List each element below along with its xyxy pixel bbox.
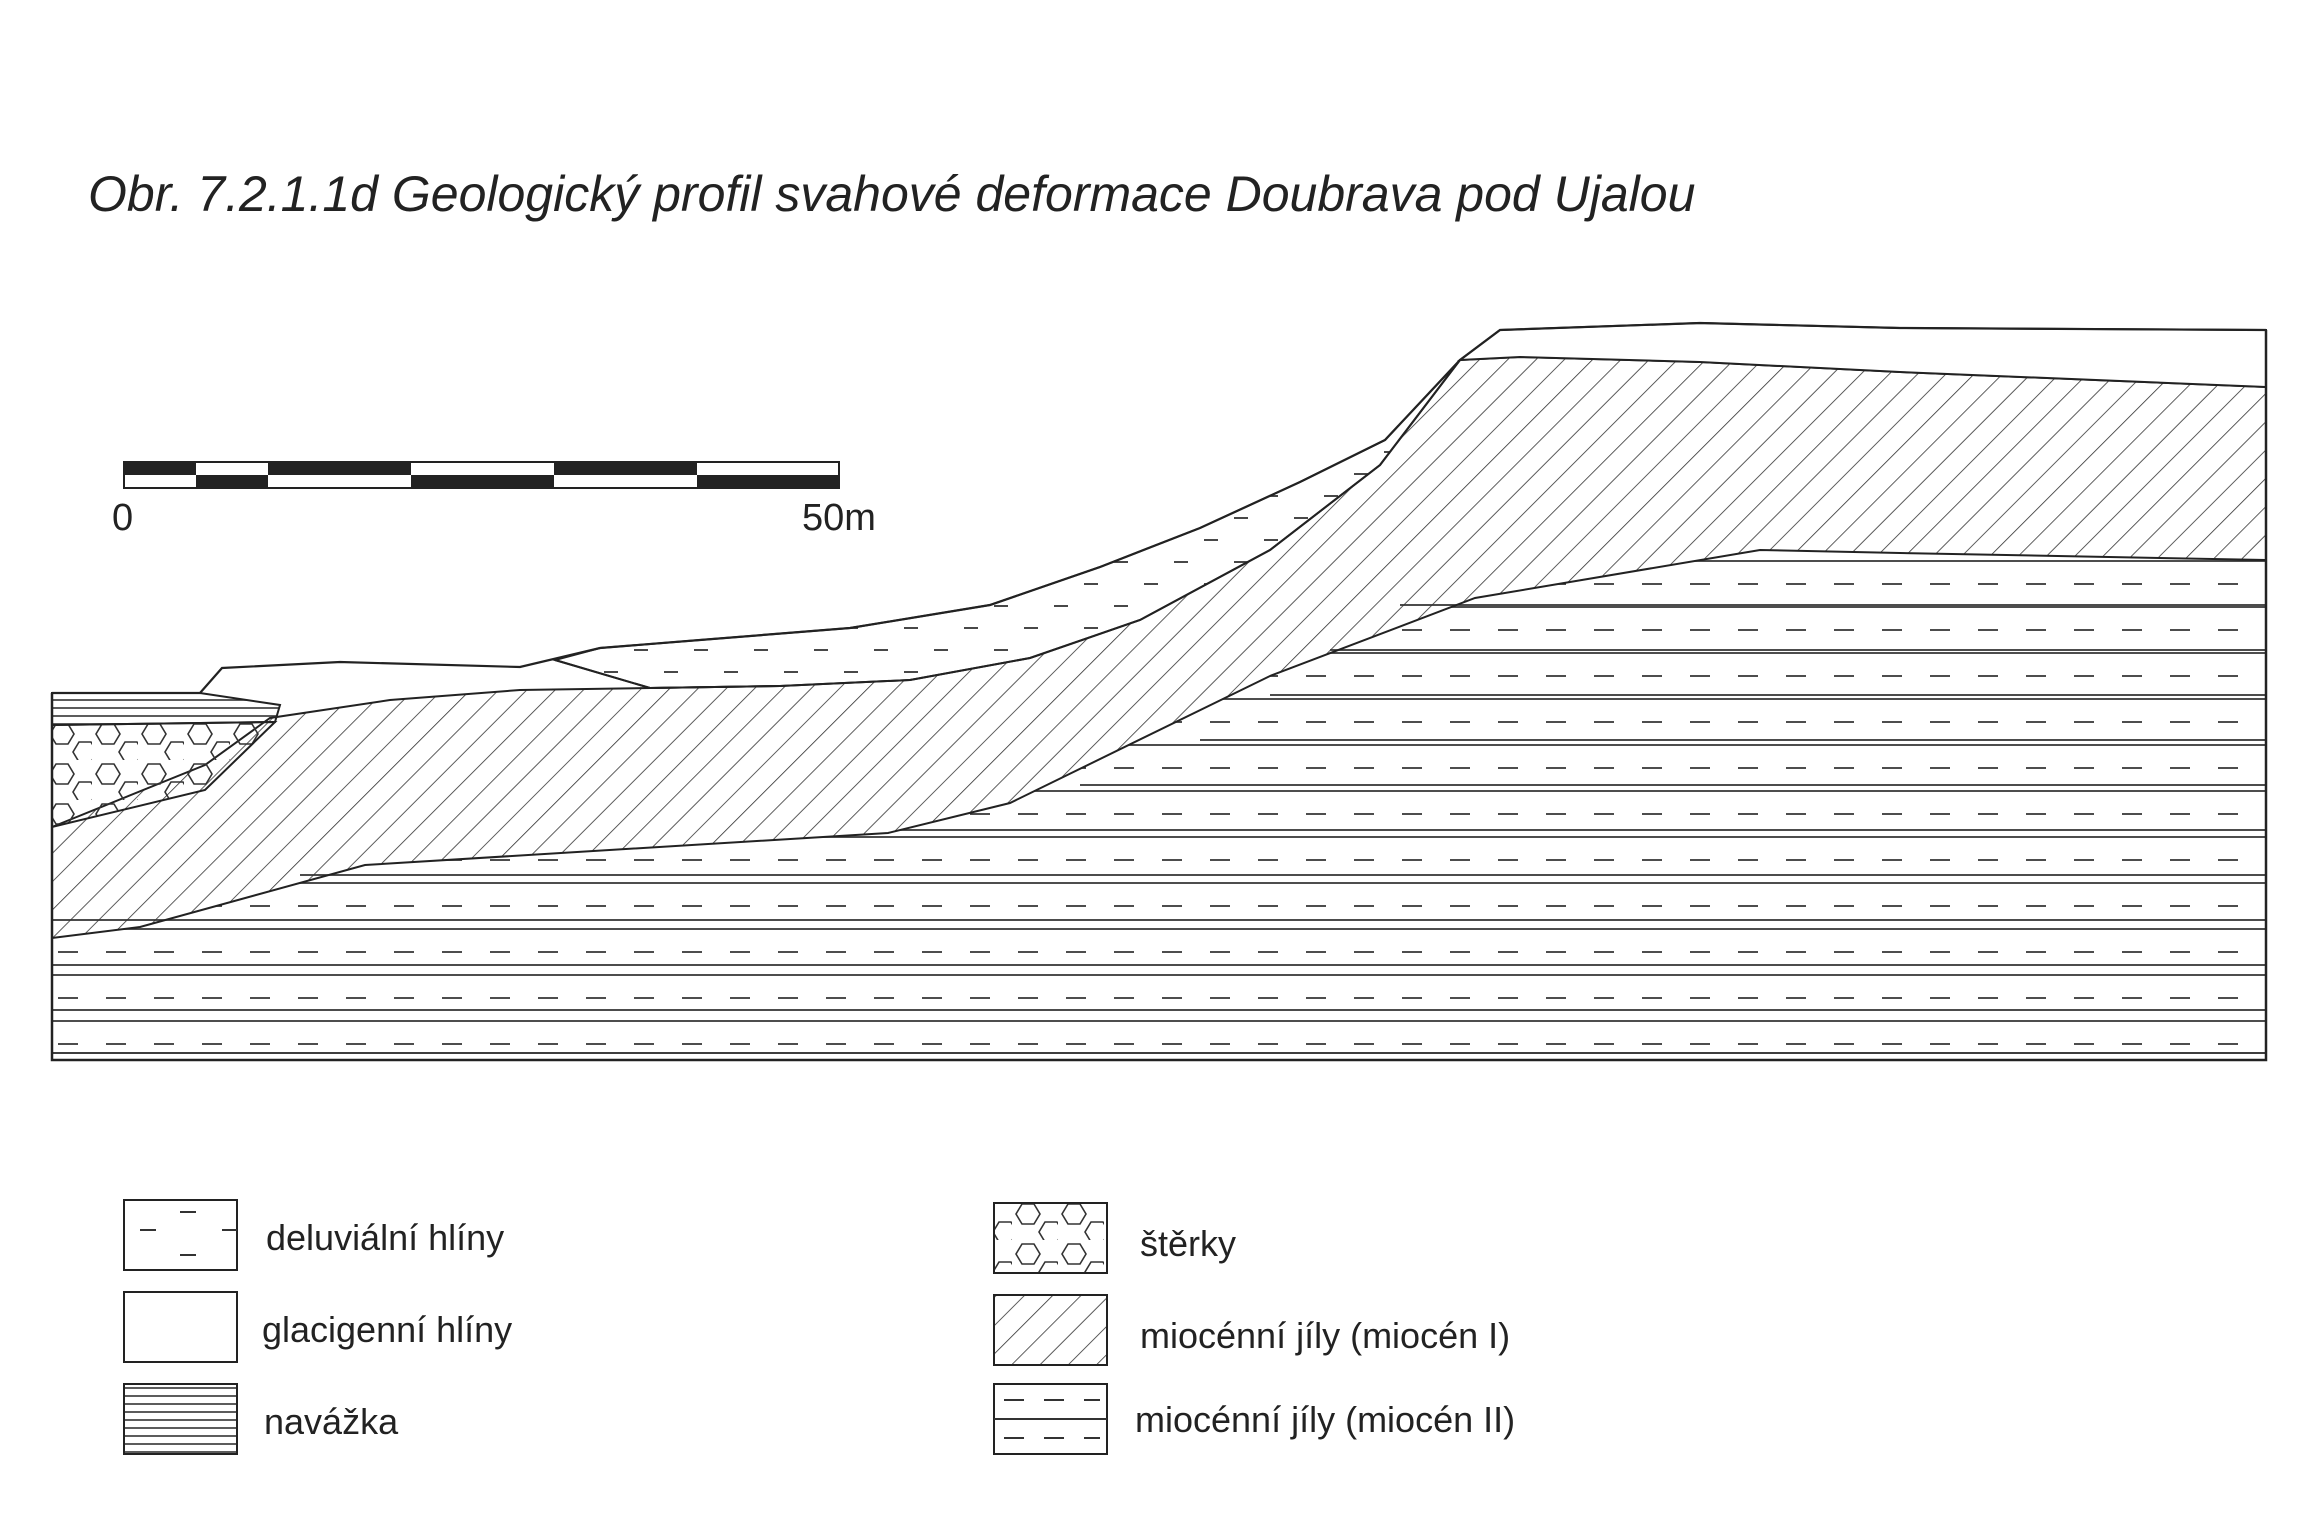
legend-label-miocen-ii: miocénní jíly (miocén II) [1135,1399,1515,1440]
legend-label-navazka: navážka [264,1401,399,1442]
legend-item-deluvialni: deluviální hlíny [123,1199,504,1271]
cross-section [50,321,2268,1062]
legend-label-glacigenni: glacigenní hlíny [262,1309,512,1350]
miocen-ii-layer [52,550,2266,1055]
bedding-lines [52,604,2266,1011]
scale-end-label: 50m [802,497,876,539]
legend-item-sterky: štěrky [993,1202,1236,1274]
legend-label-deluvialni: deluviální hlíny [266,1217,504,1258]
legend: deluviální hlíny glacigenní hlíny navážk… [123,1199,1515,1455]
legend-label-sterky: štěrky [1140,1223,1236,1264]
terrain-surface [52,321,2267,695]
legend-item-miocen-i: miocénní jíly (miocén I) [993,1294,1510,1366]
legend-item-navazka: navážka [123,1383,399,1455]
legend-item-miocen-ii: miocénní jíly (miocén II) [993,1383,1515,1455]
figure-title: Obr. 7.2.1.1d Geologický profil svahové … [88,166,1696,222]
scale-bar: 0 50m [112,461,876,539]
legend-item-glacigenni: glacigenní hlíny [123,1291,512,1363]
legend-label-miocen-i: miocénní jíly (miocén I) [1140,1315,1510,1356]
navazka-layer [51,692,282,727]
scale-start-label: 0 [112,497,133,539]
